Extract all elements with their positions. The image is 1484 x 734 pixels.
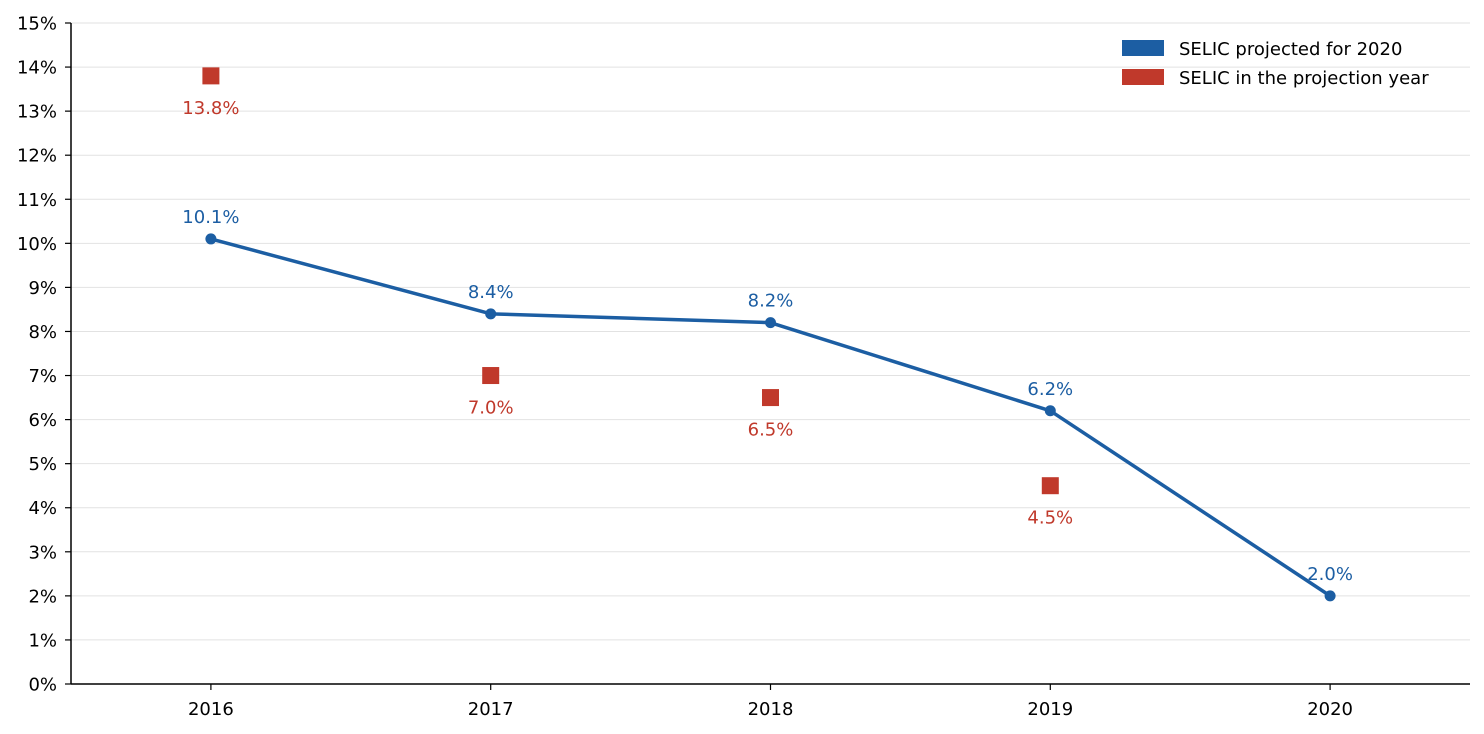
legend-swatch xyxy=(1122,40,1164,56)
x-axis-ticks: 2016 2017 2018 2019 2020 xyxy=(188,684,1353,720)
data-point xyxy=(202,67,220,85)
data-label: 2.0% xyxy=(1307,564,1353,585)
data-point xyxy=(485,308,497,320)
x-tick-label: 2019 xyxy=(1027,699,1073,720)
y-tick-label: 14% xyxy=(17,58,57,79)
series-selic-projected-2020: 10.1% 8.4% 8.2% 6.2% 2.0% xyxy=(182,207,1353,602)
x-tick-label: 2018 xyxy=(748,699,794,720)
y-tick-label: 9% xyxy=(28,278,57,299)
data-label: 7.0% xyxy=(468,398,514,419)
data-point xyxy=(482,367,500,385)
data-point xyxy=(1324,590,1336,602)
data-point xyxy=(762,389,779,407)
data-label: 6.2% xyxy=(1027,379,1073,400)
y-tick-label: 7% xyxy=(28,366,57,387)
x-tick-label: 2017 xyxy=(468,699,514,720)
legend-label: SELIC in the projection year xyxy=(1179,68,1429,89)
legend-swatch xyxy=(1122,69,1164,85)
x-tick-label: 2016 xyxy=(188,699,234,720)
data-label: 13.8% xyxy=(182,98,239,119)
y-axis-ticks: 0% 1% 2% 3% 4% 5% 6% 7% 8% 9% 10% 11% 12% 13% 14% 15% xyxy=(17,14,71,696)
y-tick-label: 4% xyxy=(28,498,57,519)
y-tick-label: 5% xyxy=(28,454,57,475)
grid-lines xyxy=(71,22,1470,641)
data-point xyxy=(765,317,776,329)
y-tick-label: 6% xyxy=(28,410,57,431)
y-tick-label: 15% xyxy=(17,14,57,35)
data-label: 10.1% xyxy=(182,207,239,228)
y-tick-label: 10% xyxy=(17,234,57,255)
data-point xyxy=(1041,477,1059,495)
y-tick-label: 13% xyxy=(17,102,57,123)
data-point xyxy=(205,233,217,245)
data-point xyxy=(1044,405,1056,417)
y-tick-label: 0% xyxy=(28,675,57,696)
y-tick-label: 1% xyxy=(28,630,57,651)
y-tick-label: 12% xyxy=(17,146,57,167)
y-tick-label: 8% xyxy=(28,322,57,343)
data-label: 8.2% xyxy=(748,291,794,312)
y-tick-label: 2% xyxy=(28,586,57,607)
y-tick-label: 3% xyxy=(28,542,57,563)
x-tick-label: 2020 xyxy=(1307,699,1353,720)
data-label: 8.4% xyxy=(468,282,514,303)
series-layer: 10.1% 8.4% 8.2% 6.2% 2.0% 13.8% 7.0% 6.5% 4.5% xyxy=(182,67,1353,602)
y-tick-label: 11% xyxy=(17,190,57,211)
axes xyxy=(70,23,1470,685)
series-selic-projection-year: 13.8% 7.0% 6.5% 4.5% xyxy=(182,67,1073,529)
legend-label: SELIC projected for 2020 xyxy=(1179,39,1402,60)
data-label: 6.5% xyxy=(748,420,794,441)
legend: SELIC projected for 2020 SELIC in the pro… xyxy=(1122,39,1429,89)
data-label: 4.5% xyxy=(1027,508,1073,529)
